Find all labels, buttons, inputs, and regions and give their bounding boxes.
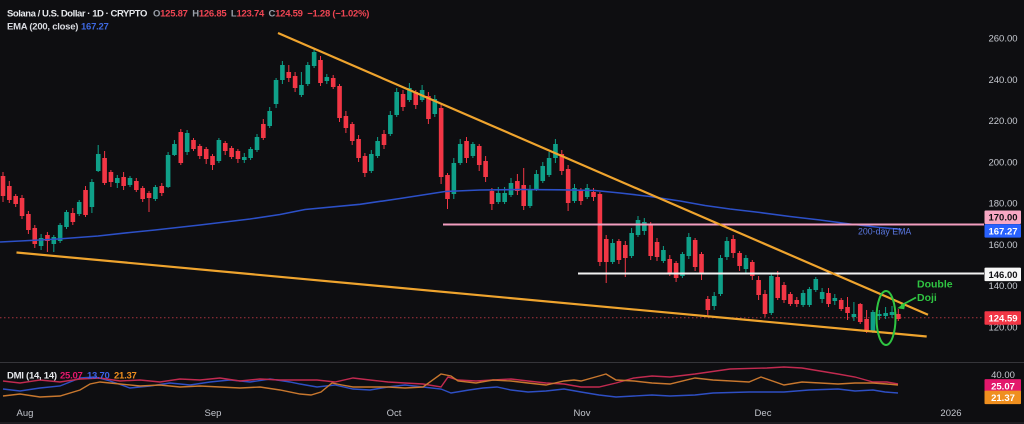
svg-text:DMI (14, 14): DMI (14, 14) (7, 371, 57, 382)
svg-text:167.27: 167.27 (81, 22, 109, 33)
svg-text:Sep: Sep (205, 408, 222, 419)
svg-text:124.59: 124.59 (988, 313, 1017, 324)
svg-text:220.00: 220.00 (988, 116, 1017, 127)
svg-text:25.07: 25.07 (991, 381, 1015, 392)
svg-text:240.00: 240.00 (988, 75, 1017, 86)
svg-text:2026: 2026 (940, 408, 961, 419)
svg-text:Nov: Nov (574, 408, 591, 419)
svg-text:Double: Double (917, 279, 953, 291)
svg-text:O125.87 H126.85 L123.74 C124.5: O125.87 H126.85 L123.74 C124.59 −1.28 (−… (153, 9, 369, 20)
svg-text:Doji: Doji (917, 292, 937, 304)
svg-text:21.37: 21.37 (991, 393, 1015, 404)
svg-text:Aug: Aug (17, 408, 34, 419)
svg-text:167.27: 167.27 (988, 226, 1017, 237)
svg-text:140.00: 140.00 (988, 281, 1017, 292)
svg-text:13.70: 13.70 (87, 371, 110, 382)
svg-text:160.00: 160.00 (988, 240, 1017, 251)
svg-text:EMA (200, close): EMA (200, close) (7, 22, 78, 33)
svg-text:180.00: 180.00 (988, 198, 1017, 209)
svg-text:170.00: 170.00 (988, 213, 1017, 224)
svg-text:Oct: Oct (387, 408, 402, 419)
svg-text:146.00: 146.00 (988, 270, 1017, 281)
svg-text:200.00: 200.00 (988, 158, 1017, 169)
svg-text:21.37: 21.37 (114, 371, 137, 382)
svg-text:Dec: Dec (755, 408, 772, 419)
svg-text:200-day EMA: 200-day EMA (858, 226, 911, 236)
svg-text:25.07: 25.07 (60, 371, 83, 382)
svg-text:120.00: 120.00 (988, 322, 1017, 333)
svg-text:40.00: 40.00 (991, 370, 1015, 381)
svg-text:Solana / U.S. Dollar · 1D · CR: Solana / U.S. Dollar · 1D · CRYPTO (7, 9, 147, 20)
svg-text:260.00: 260.00 (988, 33, 1017, 44)
